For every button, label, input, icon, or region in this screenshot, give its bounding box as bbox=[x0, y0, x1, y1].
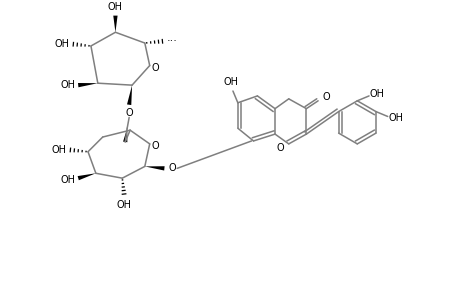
Text: O: O bbox=[151, 62, 159, 73]
Text: OH: OH bbox=[108, 2, 123, 12]
Text: O: O bbox=[275, 143, 283, 153]
Polygon shape bbox=[113, 16, 118, 32]
Polygon shape bbox=[78, 173, 95, 180]
Polygon shape bbox=[145, 166, 164, 170]
Polygon shape bbox=[78, 83, 98, 87]
Text: ···: ··· bbox=[167, 36, 177, 46]
Text: OH: OH bbox=[387, 113, 402, 123]
Text: OH: OH bbox=[61, 175, 76, 185]
Polygon shape bbox=[127, 85, 132, 105]
Polygon shape bbox=[123, 128, 127, 142]
Text: OH: OH bbox=[223, 77, 238, 87]
Text: OH: OH bbox=[51, 145, 66, 155]
Text: O: O bbox=[168, 164, 176, 173]
Text: OH: OH bbox=[61, 80, 76, 90]
Text: O: O bbox=[321, 92, 329, 102]
Text: OH: OH bbox=[369, 89, 384, 99]
Text: OH: OH bbox=[117, 200, 131, 210]
Text: O: O bbox=[125, 108, 133, 118]
Text: OH: OH bbox=[54, 39, 69, 49]
Text: O: O bbox=[151, 141, 159, 151]
